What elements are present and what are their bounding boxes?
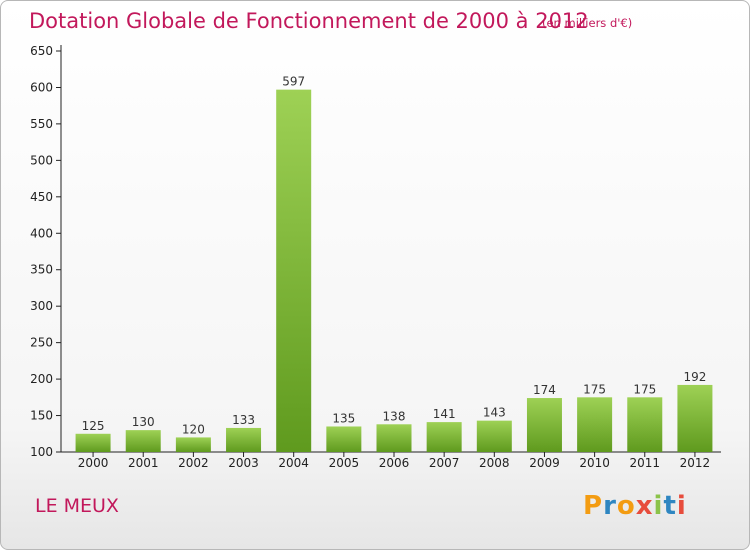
data-label: 597: [282, 75, 305, 89]
y-tick-label: 550: [30, 117, 53, 131]
data-label: 130: [132, 415, 155, 429]
data-label: 133: [232, 413, 255, 427]
logo-letter: i: [653, 491, 664, 521]
logo-letter: P: [583, 491, 604, 521]
chart-title: Dotation Globale de Fonctionnement de 20…: [29, 9, 589, 33]
x-tick-label: 2001: [128, 456, 159, 470]
bar-2003: [226, 427, 262, 452]
data-label: 174: [533, 383, 556, 397]
x-tick-label: 2009: [529, 456, 560, 470]
bar-2009: [526, 398, 562, 452]
x-tick-label: 2006: [379, 456, 410, 470]
y-tick-label: 300: [30, 299, 53, 313]
data-label: 120: [182, 422, 205, 436]
x-tick-label: 2005: [329, 456, 360, 470]
bar-2008: [476, 420, 512, 452]
x-tick-label: 2012: [680, 456, 711, 470]
bar-2011: [627, 397, 663, 452]
proxiti-logo: Proxiti: [583, 491, 687, 521]
y-tick-label: 200: [30, 372, 53, 386]
x-tick-label: 2000: [78, 456, 109, 470]
y-tick-label: 650: [30, 44, 53, 58]
x-tick-label: 2004: [278, 456, 309, 470]
data-label: 192: [683, 370, 706, 384]
y-tick-label: 150: [30, 409, 53, 423]
logo-letter: i: [676, 491, 687, 521]
logo-letter: x: [635, 491, 654, 521]
y-tick-label: 350: [30, 263, 53, 277]
bar-2010: [577, 397, 613, 452]
x-tick-label: 2007: [429, 456, 460, 470]
data-label: 141: [433, 407, 456, 421]
x-tick-label: 2011: [629, 456, 660, 470]
data-label: 143: [483, 406, 506, 420]
logo-letter: t: [663, 491, 677, 521]
chart-unit: (en milliers d'€): [542, 16, 633, 30]
x-tick-label: 2002: [178, 456, 209, 470]
bar-2000: [75, 433, 111, 452]
y-tick-label: 100: [30, 445, 53, 459]
x-tick-label: 2003: [228, 456, 259, 470]
bar-2005: [326, 426, 362, 452]
bar-2001: [125, 430, 161, 452]
logo-letter: r: [603, 491, 617, 521]
data-label: 125: [82, 419, 105, 433]
data-label: 175: [583, 382, 606, 396]
x-tick-label: 2008: [479, 456, 510, 470]
bar-2002: [175, 437, 211, 452]
y-tick-label: 450: [30, 190, 53, 204]
x-tick-label: 2010: [579, 456, 610, 470]
y-tick-label: 250: [30, 336, 53, 350]
data-label: 135: [332, 411, 355, 425]
logo-letter: o: [616, 491, 636, 521]
commune-name: LE MEUX: [35, 495, 119, 517]
y-tick-label: 600: [30, 80, 53, 94]
data-label: 138: [383, 409, 406, 423]
bar-2006: [376, 424, 412, 452]
bar-2004: [276, 89, 312, 452]
bar-2012: [677, 384, 713, 452]
bar-2007: [426, 422, 462, 452]
y-tick-label: 400: [30, 226, 53, 240]
data-label: 175: [633, 382, 656, 396]
y-tick-label: 500: [30, 153, 53, 167]
